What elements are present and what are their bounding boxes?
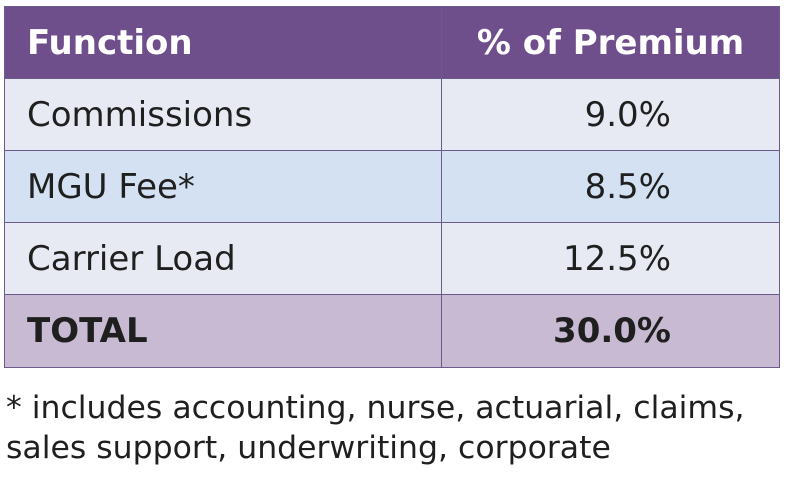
row-percent: 12.5% [441, 222, 780, 295]
total-percent: 30.0% [441, 294, 780, 368]
footnote-line-2: sales support, underwriting, corporate [6, 430, 611, 466]
table-row: Commissions 9.0% [4, 78, 780, 151]
row-percent: 9.0% [441, 78, 780, 151]
header-row: Function % of Premium [4, 6, 780, 79]
total-row: TOTAL 30.0% [4, 294, 780, 368]
row-function: MGU Fee* [4, 150, 442, 223]
row-percent: 8.5% [441, 150, 780, 223]
row-function: Carrier Load [4, 222, 442, 295]
row-function: Commissions [4, 78, 442, 151]
table-header: Function % of Premium [4, 6, 780, 79]
premium-breakdown-table: Function % of Premium Commissions 9.0% M… [4, 6, 780, 368]
table-row: MGU Fee* 8.5% [4, 150, 780, 223]
table-body: Commissions 9.0% MGU Fee* 8.5% Carrier L… [4, 78, 780, 368]
header-function: Function [4, 6, 442, 79]
table-row: Carrier Load 12.5% [4, 222, 780, 295]
footnote: * includes accounting, nurse, actuarial,… [6, 388, 782, 468]
footnote-line-1: * includes accounting, nurse, actuarial,… [6, 390, 745, 426]
header-percent-of-premium: % of Premium [441, 6, 780, 79]
total-label: TOTAL [4, 294, 442, 368]
